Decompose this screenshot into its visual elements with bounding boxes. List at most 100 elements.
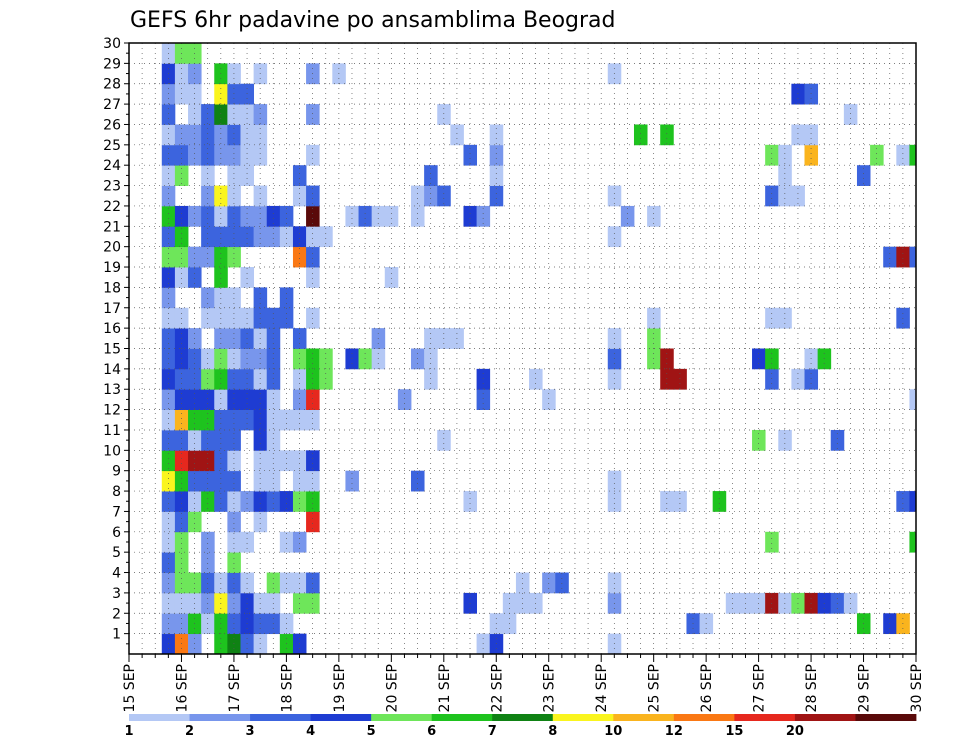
x-tick-label: 27 SEP [752, 664, 768, 712]
heatmap-cell [306, 389, 320, 410]
heatmap-cell [227, 165, 241, 186]
heatmap-cell [778, 429, 792, 451]
heatmap-cell [345, 205, 359, 227]
heatmap-cell [279, 205, 294, 227]
heatmap-cell [214, 144, 228, 166]
heatmap-cell [830, 429, 845, 451]
heatmap-cell [240, 144, 255, 166]
heatmap-cell [240, 226, 255, 248]
heatmap-cell [489, 633, 504, 655]
heatmap-cell [909, 491, 917, 512]
heatmap-cell [292, 531, 307, 553]
heatmap-cell [201, 246, 215, 268]
heatmap-cell [214, 185, 228, 207]
heatmap-cell [292, 450, 307, 472]
heatmap-cell [227, 470, 241, 492]
heatmap-cell [384, 267, 399, 288]
heatmap-cell [188, 633, 202, 655]
x-tick-label: 17 SEP [227, 664, 243, 712]
x-tick-label: 29 SEP [857, 664, 873, 712]
heatmap-cell [174, 144, 189, 166]
y-tick-label: 26 [103, 117, 121, 133]
colorbar-swatch [189, 714, 251, 721]
y-tick-label: 21 [103, 219, 121, 235]
heatmap-cell [791, 185, 805, 207]
heatmap-cell [909, 246, 917, 268]
heatmap-cell [660, 124, 674, 146]
heatmap-cell [765, 144, 779, 166]
heatmap-cell [201, 104, 215, 125]
colorbar-label: 3 [246, 724, 255, 739]
heatmap-cell [279, 633, 294, 655]
heatmap-cell [607, 633, 622, 655]
heatmap-cell [765, 368, 779, 390]
y-tick-label: 12 [103, 403, 121, 419]
heatmap-cell [450, 124, 464, 146]
heatmap-cell [174, 450, 189, 472]
heatmap-cell [161, 552, 176, 573]
heatmap-cell [279, 409, 294, 431]
heatmap-cell [161, 572, 176, 594]
heatmap-cell [214, 246, 228, 268]
heatmap-cell [201, 409, 215, 431]
heatmap-cell [214, 572, 228, 594]
y-tick-label: 8 [112, 484, 121, 500]
heatmap-cell [778, 185, 792, 207]
heatmap-cell [883, 246, 897, 268]
heatmap-cell [673, 491, 687, 512]
heatmap-cell [292, 246, 307, 268]
heatmap-cell [279, 572, 294, 594]
heatmap-cell [188, 470, 202, 492]
heatmap-cell [161, 633, 176, 655]
colorbar-label: 12 [665, 724, 683, 739]
heatmap-cell [161, 491, 176, 512]
heatmap-cell [227, 144, 241, 166]
heatmap-cell [161, 470, 176, 492]
y-tick-label: 2 [112, 606, 121, 622]
heatmap-cell [292, 470, 307, 492]
heatmap-cell [201, 491, 215, 512]
heatmap-cell [306, 450, 320, 472]
heatmap-cell [397, 389, 412, 410]
colorbar-label: 10 [604, 724, 622, 739]
y-tick-label: 14 [103, 362, 121, 378]
heatmap-cell [306, 205, 320, 227]
heatmap-cell [253, 104, 268, 125]
heatmap-cell [201, 470, 215, 492]
heatmap-cell [227, 185, 241, 207]
heatmap-cell [253, 470, 268, 492]
x-tick-label: 15 SEP [122, 664, 138, 712]
heatmap-cell [292, 633, 307, 655]
heatmap-cell [266, 572, 281, 594]
heatmap-cell [778, 144, 792, 166]
heatmap-cell [266, 368, 281, 390]
heatmap-cell [358, 205, 373, 227]
y-tick-label: 19 [103, 260, 121, 276]
heatmap-cell [463, 144, 477, 166]
heatmap-cell [161, 429, 176, 451]
heatmap-cell [201, 429, 215, 451]
heatmap-cell [765, 531, 779, 553]
heatmap-cell [515, 572, 530, 594]
heatmap-cell [161, 368, 176, 390]
heatmap-cell [607, 368, 622, 390]
heatmap-cell [660, 491, 674, 512]
heatmap-cell [292, 572, 307, 594]
heatmap-cell [214, 83, 228, 105]
x-tick-label: 16 SEP [174, 664, 190, 712]
heatmap-cell [188, 409, 202, 431]
heatmap-cell [161, 267, 176, 288]
heatmap-cell [240, 205, 255, 227]
heatmap-cell [253, 185, 268, 207]
heatmap-cell [214, 124, 228, 146]
heatmap-cell [804, 144, 819, 166]
heatmap-cell [201, 389, 215, 410]
heatmap-cell [292, 185, 307, 207]
heatmap-cell [227, 104, 241, 125]
heatmap-cell [161, 287, 176, 309]
colorbar-swatch [794, 714, 856, 721]
colorbar-swatch [310, 714, 372, 721]
y-tick-label: 24 [103, 158, 121, 174]
heatmap-cell [188, 450, 202, 472]
heatmap-cell [306, 511, 320, 533]
